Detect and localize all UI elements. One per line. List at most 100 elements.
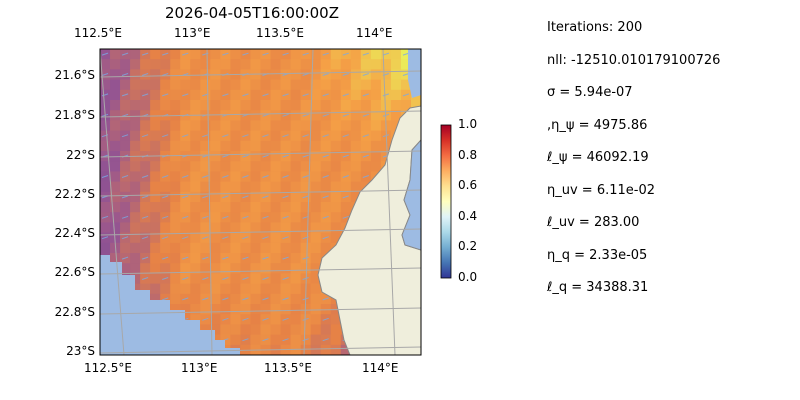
quiver-arrow [242,154,249,158]
heatmap-cell [110,59,121,70]
heatmap-cell [320,242,332,254]
heatmap-cell [230,212,241,223]
heatmap-cell [200,324,211,336]
heatmap-cell [300,140,312,152]
heatmap-cell [290,171,302,183]
heatmap-cell [270,283,282,295]
heatmap-cell [290,344,302,355]
gridlines [100,49,421,355]
quiver-arrow [262,134,269,138]
heatmap-cell [300,222,312,234]
heatmap-cell [250,161,261,172]
heatmap-cell [210,222,221,234]
quiver-arrow [302,73,309,76]
quiver-arrow [101,93,109,97]
heatmap-cell [370,110,382,121]
heatmap-cell [170,304,181,315]
quiver-arrow [282,236,289,240]
heatmap-cell [150,89,161,101]
quiver-arrow [262,277,269,280]
heatmap-cell [310,202,322,213]
heatmap-cell [210,324,221,336]
heatmap-cell [230,130,241,142]
heatmap-cell [210,232,221,244]
heatmap-cell [110,202,121,213]
heatmap-cell [200,140,211,152]
heatmap-cell [310,253,322,264]
heatmap-cell [260,222,272,234]
heatmap-cell [130,171,141,183]
quiver-arrow [322,338,329,342]
heatmap-cell [330,181,342,193]
heatmap-cell [190,100,201,111]
heatmap-cell [280,202,292,213]
heatmap-cell [250,314,261,325]
quiver-arrow [242,175,249,178]
heatmap-cell [220,79,231,91]
heatmap-cell [280,120,292,132]
heatmap-cell [210,79,221,91]
heatmap-cell [270,222,282,234]
heatmap-cell [330,100,342,111]
heatmap-cell [300,344,312,355]
quiver-arrow [282,134,289,138]
quiver-arrow [282,52,289,56]
heatmap-cell [310,140,322,152]
heatmap-cell [400,79,412,91]
quiver-arrow [322,297,329,301]
heatmap-cell [290,324,302,336]
heatmap-cell [330,334,342,346]
quiver-arrow [202,134,209,138]
quiver-arrow [262,317,269,321]
quiver-arrow [242,256,249,260]
quiver-arrow [182,256,189,260]
heatmap-cell [250,283,261,295]
heatmap-cell [280,222,292,234]
heatmap-cell [330,69,342,81]
quiver-arrow [342,134,349,138]
heatmap-cell [160,242,171,254]
heatmap-cell [150,161,161,172]
heatmap-cell [190,273,201,285]
heatmap-cell [230,79,241,91]
heatmap-cell [120,263,131,274]
heatmap-cell [250,69,261,81]
parallel-line [100,189,421,197]
heatmap-cell [250,273,261,285]
heatmap-cell [330,232,342,244]
quiver-arrow [322,195,329,199]
masked-ocean-southwest [100,255,240,355]
heatmap-cell [190,283,201,295]
x-tick-bottom: 112.5°E [84,361,132,375]
info-line: nll: -12510.010179100726 [547,52,721,68]
heatmap-cell [320,59,332,70]
heatmap-cell [360,161,372,172]
meridian-line [100,49,125,355]
heatmap-cell [290,222,302,234]
quiver-arrow [382,52,390,56]
colorbar-tick-label: 0.0 [458,270,478,284]
heatmap-cell [250,242,261,254]
heatmap-cell [180,222,191,234]
quiver-arrow [141,236,149,240]
quiver-arrow [222,93,229,97]
heatmap-cell [240,161,251,172]
heatmap-cell [320,181,332,193]
heatmap-cell [170,191,181,203]
heatmap-cell [290,191,302,203]
heatmap-cell [280,100,292,111]
quiver-arrow [262,236,269,240]
heatmap-cell [170,273,181,285]
heatmap-cell [150,120,161,132]
quiver-arrow [182,93,189,97]
quiver-arrow [202,256,209,260]
heatmap-cell [290,242,302,254]
heatmap-cell [130,140,141,152]
heatmap-cell [360,59,372,70]
heatmap-cell [260,120,272,132]
heatmap-cell [310,263,322,274]
heatmap-cell [150,253,161,264]
parallel-line [100,70,421,78]
y-tick-label: 22.8°S [54,305,95,319]
heatmap-cell [350,120,362,132]
